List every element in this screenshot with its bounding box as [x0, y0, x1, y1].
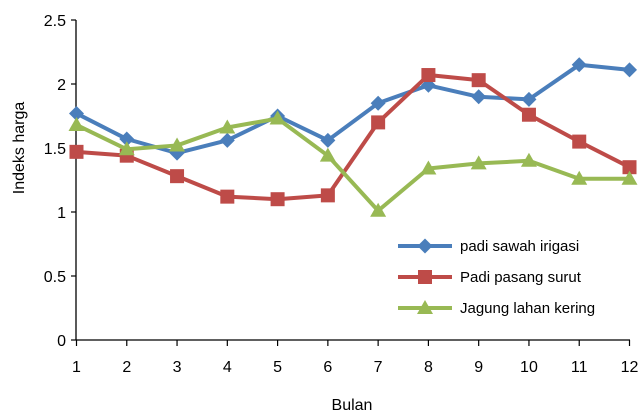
data-point [319, 147, 336, 162]
x-tick-label: 3 [173, 359, 182, 376]
series-layer [68, 57, 638, 217]
legend-entry: Jagung lahan kering [398, 300, 595, 317]
data-point [621, 170, 638, 185]
data-point [118, 141, 135, 156]
y-tick-label: 2.5 [44, 13, 66, 30]
x-axis-title: Bulan [332, 397, 373, 412]
legend-swatch-marker [417, 238, 433, 254]
data-point [421, 68, 436, 83]
data-point [219, 119, 236, 134]
series-line [75, 116, 630, 213]
data-point [68, 116, 85, 131]
x-tick-label: 7 [374, 359, 383, 376]
y-tick-label: 1 [57, 205, 66, 222]
data-point [220, 189, 235, 204]
x-tick-label: 8 [424, 359, 433, 376]
legend: padi sawah irigasi Padi pasang surut Jagun… [398, 238, 595, 317]
legend-label: padi sawah irigasi [460, 238, 579, 255]
data-point [571, 57, 587, 73]
axes: 00.511.522.51 2 3 4 5 6 7 8 9 10 11 12 [44, 13, 639, 376]
series-line [75, 62, 630, 156]
y-tick-label: 0 [57, 333, 66, 350]
data-point [320, 188, 335, 203]
data-point [170, 169, 185, 184]
data-point [269, 110, 286, 125]
data-point [219, 132, 235, 148]
data-point [69, 105, 84, 121]
x-tick-label: 6 [323, 359, 332, 376]
data-point [320, 132, 336, 148]
legend-label: Jagung lahan kering [460, 300, 595, 317]
x-tick-label: 10 [520, 359, 538, 376]
legend-swatch-marker [417, 300, 433, 314]
data-point [622, 62, 637, 78]
data-point [471, 89, 487, 105]
x-tick-label: 11 [571, 359, 588, 376]
data-point [622, 160, 637, 175]
data-point [169, 137, 186, 152]
x-tick-label: 12 [621, 359, 639, 376]
x-tick-label: 4 [223, 359, 232, 376]
legend-entry: Padi pasang surut [398, 269, 582, 286]
y-tick-label: 0.5 [44, 269, 66, 286]
y-tick-label: 1.5 [44, 141, 66, 158]
data-point [470, 155, 487, 170]
data-point [520, 152, 537, 167]
data-point [471, 73, 486, 88]
series-padi-sawah-irigasi [69, 57, 637, 161]
data-point [571, 170, 588, 185]
data-point [370, 202, 387, 217]
x-tick-label: 1 [72, 359, 81, 376]
data-point [370, 95, 386, 111]
legend-swatch-marker [418, 270, 432, 284]
y-tick-label: 2 [57, 77, 66, 94]
data-point [521, 107, 536, 122]
series-line [76, 73, 631, 202]
x-tick-label: 5 [273, 359, 282, 376]
data-point [572, 134, 587, 149]
data-point [420, 160, 437, 175]
series-jagung-lahan-kering [68, 110, 638, 217]
data-point [521, 91, 537, 107]
data-point [69, 144, 84, 159]
legend-entry: padi sawah irigasi [398, 238, 579, 255]
legend-label: Padi pasang surut [460, 269, 582, 286]
data-point [270, 192, 285, 207]
x-tick-label: 9 [474, 359, 483, 376]
data-point [371, 115, 386, 130]
y-axis-title: Indeks harga [11, 102, 28, 195]
x-tick-label: 2 [122, 359, 131, 376]
data-point [119, 131, 135, 147]
